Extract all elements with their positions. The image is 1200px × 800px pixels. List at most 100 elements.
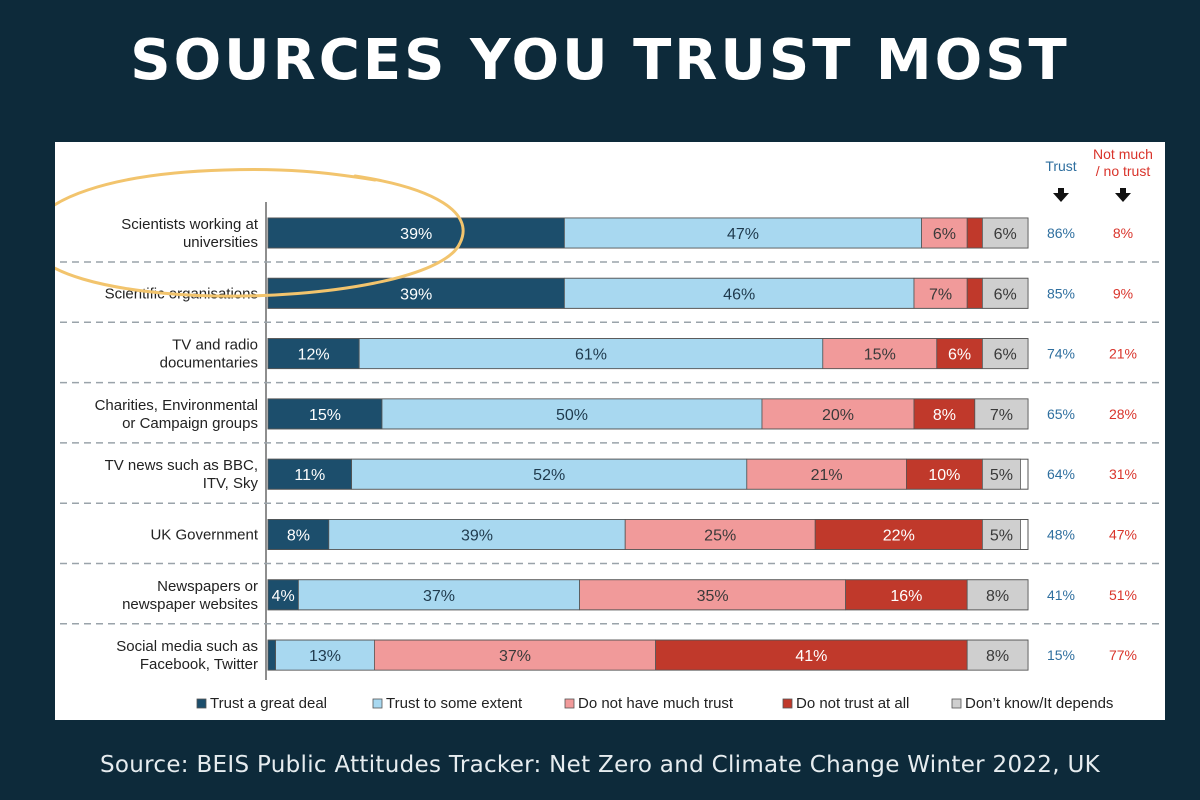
bar-segment-dont-know [974, 398, 1029, 430]
bar-segment-trust-great-deal [267, 639, 276, 671]
no-trust-column-header: / no trust [1096, 163, 1151, 179]
bar-value-label: 52% [533, 467, 565, 484]
bar-segment-dont-know [982, 217, 1029, 249]
category-label: Scientists working at [121, 216, 259, 233]
source-note: Source: BEIS Public Attitudes Tracker: N… [100, 752, 1100, 778]
bar-segment-trust-some-extent [358, 338, 824, 370]
bar-value-label: 5% [990, 467, 1013, 484]
no-trust-total-value: 77% [1109, 647, 1137, 663]
category-label: ITV, Sky [203, 475, 259, 492]
bar-segment-trust-great-deal [267, 277, 565, 309]
no-trust-column-header: Not much [1093, 146, 1153, 162]
bar-segment-trust-some-extent [351, 458, 748, 490]
bar-value-label: 13% [309, 648, 341, 665]
bar-segment-no-trust-at-all [655, 639, 968, 671]
category-label: universities [183, 234, 258, 251]
bar-segment-not-much-trust [822, 338, 938, 370]
bar-value-label: 15% [864, 347, 896, 364]
bar-value-label: 6% [994, 226, 1017, 243]
bar-segment-dont-know [966, 639, 1029, 671]
bar-segment-not-much-trust [624, 519, 816, 550]
legend-label: Do not trust at all [796, 695, 909, 712]
category-label: TV and radio [172, 337, 258, 354]
no-trust-total-value: 28% [1109, 406, 1137, 422]
page-title: SOURCES YOU TRUST MOST [130, 28, 1070, 93]
bar-value-label: 7% [929, 286, 952, 303]
no-trust-total-value: 47% [1109, 527, 1137, 543]
bar-value-label: 46% [723, 286, 755, 303]
bar-value-label: 50% [556, 407, 588, 424]
trust-total-value: 64% [1047, 466, 1075, 482]
bar-value-label: 15% [309, 407, 341, 424]
bar-segment-dont-know [982, 338, 1029, 370]
bar-segment-not-much-trust [913, 277, 968, 309]
category-label: Newspapers or [157, 578, 258, 595]
no-trust-arrow-icon [1115, 188, 1131, 202]
bar-value-label: 7% [990, 407, 1013, 424]
category-label: or Campaign groups [122, 415, 258, 432]
bar-value-label: 41% [795, 648, 827, 665]
bar-value-label: 8% [986, 648, 1009, 665]
trust-total-value: 85% [1047, 285, 1075, 301]
no-trust-total-value: 21% [1109, 346, 1137, 362]
category-label: Social media such as [116, 638, 258, 655]
bar-segment-no-trust-at-all [966, 217, 983, 249]
category-label: TV news such as BBC, [105, 457, 258, 474]
bar-segment-not-much-trust [373, 639, 657, 671]
trust-arrow-icon [1053, 188, 1069, 202]
trust-total-value: 86% [1047, 225, 1075, 241]
legend-swatch [196, 698, 207, 709]
category-label: Charities, Environmental [95, 397, 258, 414]
bar-segment-no-trust-at-all [845, 579, 968, 611]
bar-value-label: 8% [287, 528, 310, 545]
bar-value-label: 6% [994, 347, 1017, 364]
bar-value-label: 6% [948, 347, 971, 364]
bar-value-label: 39% [400, 286, 432, 303]
legend-label: Trust a great deal [210, 695, 327, 712]
bar-value-label: 47% [727, 226, 759, 243]
bar-value-label: 5% [990, 528, 1013, 545]
legend-swatch [372, 698, 383, 709]
row-separators [60, 202, 1160, 680]
legend: Trust a great deal Trust to some extent Do… [196, 695, 1113, 712]
chart-card: Scientists working at universities Scienti… [28, 142, 1165, 720]
bar-value-label: 10% [928, 467, 960, 484]
trust-total-value: 65% [1047, 406, 1075, 422]
bar-segment-not-much-trust [746, 458, 907, 490]
highlight-ellipse [28, 167, 465, 298]
bar-value-label: 12% [298, 347, 330, 364]
category-label: newspaper websites [122, 596, 258, 613]
no-trust-total-value: 8% [1113, 225, 1133, 241]
legend-swatch [951, 698, 962, 709]
bar-segment-trust-some-extent [297, 579, 581, 611]
bar-segment-trust-great-deal [267, 217, 565, 249]
legend-label: Do not have much trust [578, 695, 734, 712]
category-label: documentaries [160, 355, 258, 372]
bar-value-label: 8% [933, 407, 956, 424]
no-trust-total-value: 31% [1109, 466, 1137, 482]
bar-segment-dont-know [982, 277, 1029, 309]
bar-segment-trust-some-extent [563, 217, 923, 249]
bar-segment-dont-know [982, 519, 1021, 550]
bar-value-label: 39% [400, 226, 432, 243]
trust-column-header: Trust [1045, 158, 1076, 174]
bar-value-label: 39% [461, 528, 493, 545]
legend-label: Don’t know/It depends [965, 695, 1113, 712]
no-trust-total-value: 51% [1109, 587, 1137, 603]
bar-segment-no-trust-at-all [936, 338, 983, 370]
bar-value-label: 6% [933, 226, 956, 243]
no-trust-total-value: 9% [1113, 285, 1133, 301]
bar-value-label: 8% [986, 588, 1009, 605]
trust-total-value: 41% [1047, 587, 1075, 603]
bar-segment-not-much-trust [761, 398, 915, 430]
legend-swatch [782, 698, 793, 709]
category-label: Facebook, Twitter [140, 656, 258, 673]
bar-segment-not-much-trust [579, 579, 846, 611]
category-labels: Scientists working atuniversitiesScienti… [95, 216, 259, 673]
highlight-annotation [28, 167, 465, 298]
bar-segment-trust-some-extent [563, 277, 915, 309]
bar-value-label: 35% [697, 588, 729, 605]
bar-value-label: 25% [704, 528, 736, 545]
legend-label: Trust to some extent [386, 695, 523, 712]
trust-total-value: 15% [1047, 647, 1075, 663]
